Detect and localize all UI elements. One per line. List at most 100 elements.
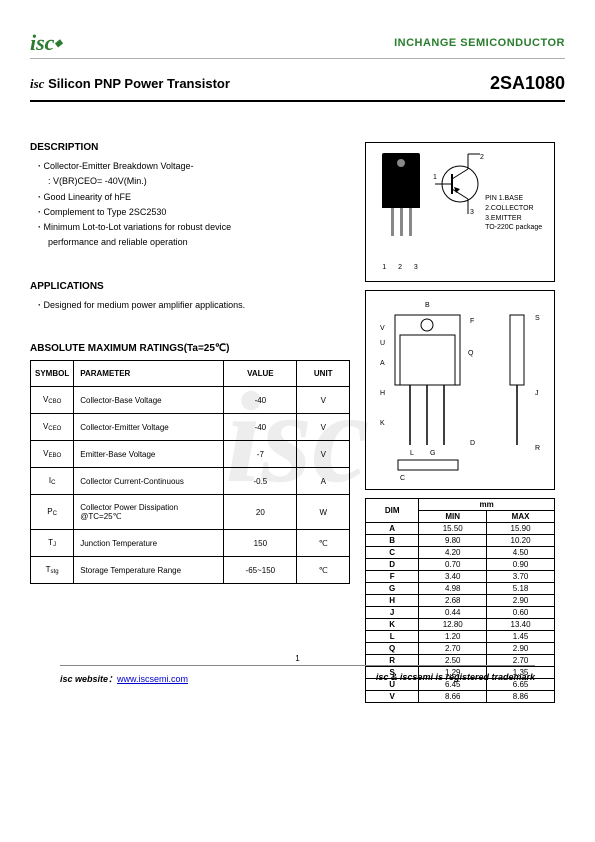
pin-label-prefix: PIN [485,195,497,202]
cell-dim: F [366,571,419,583]
svg-text:C: C [400,475,405,482]
col-unit: UNIT [297,361,350,387]
cell-dim: A [366,523,419,535]
col-max: MAX [487,511,555,523]
cell-max: 1.45 [487,631,555,643]
cell-max: 4.50 [487,547,555,559]
cell-param: Storage Temperature Range [74,557,224,584]
app-item: Designed for medium power amplifier appl… [38,298,350,313]
desc-item: Minimum Lot-to-Lot variations for robust… [38,220,350,235]
col-dim: DIM [366,499,419,523]
cell-unit: W [297,495,350,530]
svg-text:H: H [380,390,385,397]
table-row: L1.201.45 [366,631,555,643]
cell-unit: ℃ [297,557,350,584]
svg-text:L: L [410,450,414,457]
cell-param: Collector-Emitter Voltage [74,414,224,441]
schematic-symbol: 1 2 3 [430,149,485,275]
pin-3: 3.EMITTER [485,214,548,224]
cell-dim: L [366,631,419,643]
cell-min: 9.80 [419,535,487,547]
cell-value: -65~150 [224,557,297,584]
footer-trademark: isc & iscsemi is registered trademark [376,672,535,685]
svg-text:G: G [430,450,435,457]
applications-heading: APPLICATIONS [30,281,350,292]
cell-unit: V [297,387,350,414]
cell-value: -40 [224,414,297,441]
svg-text:D: D [470,440,475,447]
cell-min: 0.70 [419,559,487,571]
table-row: TJJunction Temperature150℃ [31,530,350,557]
title-row: isc Silicon PNP Power Transistor 2SA1080 [30,67,565,102]
cell-min: 8.66 [419,691,487,703]
left-column: DESCRIPTION Collector-Emitter Breakdown … [30,142,350,703]
table-row: G4.985.18 [366,583,555,595]
cell-param: Emitter-Base Voltage [74,441,224,468]
table-row: B9.8010.20 [366,535,555,547]
package-type: TO-220C package [485,223,548,233]
pin-legend: PIN 1.BASE 2.COLLECTOR 3.EMITTER TO-220C… [485,149,548,275]
package-diagram-box: 1 2 3 1 2 3 [365,142,555,282]
page-footer: isc website：www.iscsemi.com 1 isc & iscs… [60,665,535,685]
table-row: VCEOCollector-Emitter Voltage-40V [31,414,350,441]
table-row: F3.403.70 [366,571,555,583]
svg-text:A: A [380,360,385,367]
mechanical-drawing: B F V U A H K Q D L G C S J R [365,290,555,490]
table-row: Q2.702.90 [366,643,555,655]
pin-1: 1.BASE [499,195,524,202]
cell-max: 2.90 [487,595,555,607]
cell-unit: A [297,468,350,495]
table-row: A15.5015.90 [366,523,555,535]
cell-unit: ℃ [297,530,350,557]
cell-min: 2.68 [419,595,487,607]
cell-min: 2.70 [419,643,487,655]
svg-text:S: S [535,315,540,322]
table-row: VCBOCollector-Base Voltage-40V [31,387,350,414]
col-min: MIN [419,511,487,523]
title-left: isc Silicon PNP Power Transistor [30,76,230,92]
cell-value: -0.5 [224,468,297,495]
cell-unit: V [297,414,350,441]
col-unit: mm [419,499,555,511]
table-row: D0.700.90 [366,559,555,571]
description-list: Collector-Emitter Breakdown Voltage- : V… [30,159,350,251]
right-column: 1 2 3 1 2 3 [365,142,555,703]
applications-section: APPLICATIONS Designed for medium power a… [30,281,350,313]
transistor-body-icon [382,153,420,208]
cell-value: -7 [224,441,297,468]
desc-item: Complement to Type 2SC2530 [38,205,350,220]
pin-label-2: 2 [480,154,484,161]
table-row: C4.204.50 [366,547,555,559]
title-prefix: isc [30,76,44,91]
cell-symbol: VCEO [31,414,74,441]
page-header: isc◆ INCHANGE SEMICONDUCTOR [30,30,565,59]
svg-text:U: U [380,340,385,347]
cell-dim: V [366,691,419,703]
col-parameter: PARAMETER [74,361,224,387]
footer-website-label: isc website： [60,674,117,684]
package-image: 1 2 3 [372,149,430,275]
cell-max: 5.18 [487,583,555,595]
cell-max: 8.86 [487,691,555,703]
cell-dim: H [366,595,419,607]
cell-min: 12.80 [419,619,487,631]
table-row: J0.440.60 [366,607,555,619]
cell-symbol: PC [31,495,74,530]
cell-max: 10.20 [487,535,555,547]
table-row: V8.668.86 [366,691,555,703]
table-row: PCCollector Power Dissipation@TC=25℃20W [31,495,350,530]
table-row: VEBOEmitter-Base Voltage-7V [31,441,350,468]
footer-website-url[interactable]: www.iscsemi.com [117,674,188,684]
table-header-row: DIM mm [366,499,555,511]
cell-symbol: IC [31,468,74,495]
cell-max: 2.90 [487,643,555,655]
svg-text:B: B [425,302,430,309]
cell-max: 3.70 [487,571,555,583]
ratings-table: SYMBOL PARAMETER VALUE UNIT VCBOCollecto… [30,360,350,584]
cell-dim: D [366,559,419,571]
cell-max: 15.90 [487,523,555,535]
logo-text: isc [30,30,54,55]
svg-text:F: F [470,318,474,325]
cell-max: 0.60 [487,607,555,619]
page-content: isc◆ INCHANGE SEMICONDUCTOR isc Silicon … [30,30,565,703]
